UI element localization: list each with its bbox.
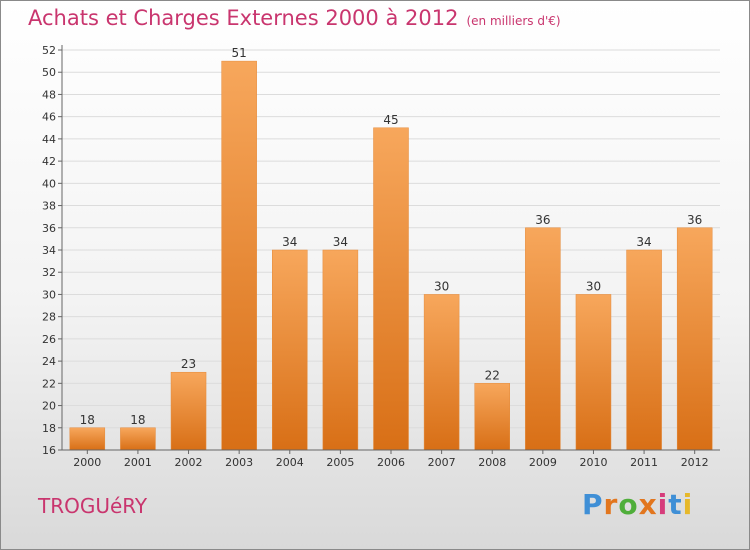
y-tick-label: 38 (42, 200, 56, 213)
data-labels: 18 18 23 51 34 34 45 30 22 36 30 34 36 (80, 46, 703, 427)
bar-2002 (170, 371, 207, 451)
bars (69, 60, 713, 451)
logo-letter: i (682, 488, 694, 521)
chart-unit: (en milliers d'€) (466, 14, 561, 28)
x-tick-label: 2006 (377, 456, 405, 469)
y-tick-label: 40 (42, 177, 56, 190)
bar-2009 (525, 227, 561, 451)
y-tick-label: 16 (42, 444, 56, 457)
data-label: 18 (80, 413, 95, 427)
bar-2011 (626, 249, 662, 451)
bar-2005 (322, 249, 359, 451)
bar-2007 (423, 294, 460, 451)
y-tick-label: 28 (42, 311, 56, 324)
y-tick-label: 30 (42, 288, 56, 301)
bar-2010 (575, 294, 612, 451)
logo-letter: t (668, 488, 683, 521)
y-tick-label: 20 (42, 400, 56, 413)
y-tick-label: 24 (42, 355, 56, 368)
x-tick-label: 2011 (630, 456, 658, 469)
bar-2001 (120, 427, 156, 451)
y-tick-label: 18 (42, 422, 56, 435)
chart-title-text: Achats et Charges Externes 2000 à 2012 (28, 6, 459, 30)
y-tick-label: 46 (42, 111, 56, 124)
data-label: 30 (586, 279, 601, 293)
x-axis-ticks: 2000 2001 2002 2003 2004 2005 2006 2007 2008 2009… (73, 450, 709, 469)
y-tick-label: 22 (42, 377, 56, 390)
data-label: 34 (282, 235, 297, 249)
y-tick-label: 42 (42, 155, 56, 168)
x-tick-label: 2004 (276, 456, 304, 469)
y-axis-ticks: 16 18 20 22 24 26 28 30 32 34 36 38 40 42 44 46 48 50 52 (42, 44, 62, 457)
logo-letter: i (657, 488, 669, 521)
logo-letter: r (603, 488, 619, 521)
proxiti-logo[interactable]: Proxiti (582, 488, 693, 521)
data-label: 34 (333, 235, 348, 249)
bar-2003 (221, 60, 257, 451)
y-tick-label: 36 (42, 222, 56, 235)
x-tick-label: 2007 (428, 456, 456, 469)
y-tick-label: 34 (42, 244, 56, 257)
bar-2008 (474, 383, 510, 451)
x-tick-label: 2005 (326, 456, 354, 469)
data-label: 36 (535, 213, 550, 227)
data-label: 30 (434, 279, 449, 293)
y-tick-label: 26 (42, 333, 56, 346)
data-label: 18 (130, 413, 145, 427)
chart-title: Achats et Charges Externes 2000 à 2012 (e… (28, 6, 561, 30)
x-tick-label: 2002 (175, 456, 203, 469)
data-label: 34 (636, 235, 651, 249)
x-tick-label: 2008 (478, 456, 506, 469)
location-name: TROGUéRY (38, 494, 148, 518)
x-tick-label: 2009 (529, 456, 557, 469)
logo-letter: P (582, 488, 604, 521)
bar-2012 (676, 227, 713, 451)
x-tick-label: 2012 (681, 456, 709, 469)
data-label: 51 (232, 46, 247, 60)
logo-letter: o (618, 488, 639, 521)
y-tick-label: 44 (42, 133, 56, 146)
y-tick-label: 52 (42, 44, 56, 57)
y-tick-label: 50 (42, 66, 56, 79)
bar-2006 (373, 127, 409, 451)
logo-letter: x (638, 488, 658, 521)
bar-2000 (69, 427, 106, 451)
data-label: 36 (687, 213, 702, 227)
x-tick-label: 2000 (73, 456, 101, 469)
data-label: 45 (383, 113, 398, 127)
y-tick-label: 48 (42, 88, 56, 101)
bar-2004 (272, 249, 308, 451)
x-tick-label: 2003 (225, 456, 253, 469)
y-tick-label: 32 (42, 266, 56, 279)
x-tick-label: 2001 (124, 456, 152, 469)
data-label: 22 (485, 368, 500, 382)
data-label: 23 (181, 357, 196, 371)
x-tick-label: 2010 (579, 456, 607, 469)
